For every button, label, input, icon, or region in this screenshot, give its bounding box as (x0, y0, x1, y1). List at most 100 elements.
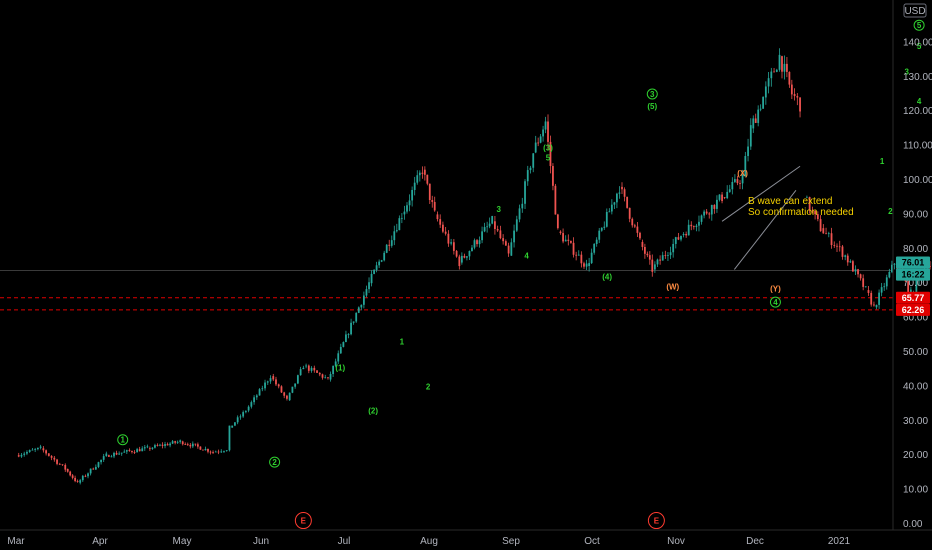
candle-body (288, 392, 291, 401)
candle-body (416, 175, 419, 183)
candle-body (728, 189, 731, 192)
wave-label: (4) (602, 272, 612, 281)
candle-body (554, 185, 557, 215)
wave-label: 4 (917, 97, 922, 106)
candle-body (603, 226, 606, 228)
candle-body (674, 237, 677, 244)
candle-body (539, 136, 542, 143)
candle-body (816, 214, 819, 220)
wave-label-circle (769, 296, 781, 308)
x-tick-label: Oct (584, 536, 600, 547)
candle-body (827, 233, 830, 235)
candle-body (883, 286, 886, 288)
candle-body (378, 261, 381, 266)
candle-body (307, 365, 310, 371)
candle-body (20, 454, 23, 457)
wave-label-circle (646, 88, 658, 100)
candle-body (643, 246, 646, 254)
candle-body (852, 261, 854, 272)
candle-body (220, 451, 223, 453)
candle-body (733, 179, 736, 182)
candle-body (870, 292, 873, 305)
candle-body (799, 97, 801, 112)
candle-body (770, 71, 773, 79)
candle-body (47, 453, 50, 456)
candle-body (36, 447, 39, 450)
candle-body (431, 200, 434, 202)
candle-body (53, 457, 56, 460)
x-tick-label: Dec (746, 536, 764, 547)
candle-body (721, 194, 723, 202)
candle-body (426, 174, 429, 184)
candle-body (286, 395, 288, 399)
candle-body (393, 231, 396, 241)
candle-body (128, 450, 131, 452)
candle-body (736, 179, 739, 184)
candle-body (258, 389, 261, 396)
candle-body (305, 365, 307, 367)
candle-body (460, 255, 463, 263)
candle-body (667, 255, 669, 256)
candle-body (196, 444, 199, 447)
candle-body (204, 448, 207, 451)
candle-body (605, 211, 608, 227)
candle-body (362, 295, 365, 305)
candle-body (316, 370, 318, 373)
candle-body (161, 444, 164, 446)
candle-body (891, 264, 893, 272)
candle-body (552, 166, 554, 186)
time-axis[interactable]: Mar Apr May Jun Jul Aug Sep Oct Nov Dec 2021 (7, 536, 850, 547)
candle-body (217, 451, 220, 453)
candle-body (499, 230, 502, 239)
candle-body (107, 455, 110, 457)
candle-body (893, 263, 896, 265)
candle-body (191, 443, 194, 447)
candle-body (463, 255, 466, 258)
candle-body (762, 96, 765, 109)
x-tick-label: Aug (420, 536, 438, 547)
candle-body (710, 204, 713, 215)
currency-label: USD (904, 6, 925, 17)
price-badge (896, 291, 930, 304)
candle-body (825, 233, 827, 235)
candle-body (69, 471, 72, 476)
candle-body (544, 121, 547, 130)
price-axis[interactable]: 140.00 130.00 120.00 110.00 100.00 90.00 80.00… (903, 37, 932, 530)
candle-body (793, 94, 796, 97)
candle-body (236, 417, 239, 423)
candle-body (64, 464, 67, 470)
candlestick-series (17, 48, 932, 485)
candle-body (915, 280, 918, 293)
candle-body (786, 63, 788, 72)
candle-body (672, 243, 675, 253)
currency-badge[interactable]: USD (903, 3, 927, 18)
candle-body (764, 86, 767, 98)
candle-body (269, 378, 272, 382)
candle-body (595, 239, 598, 244)
candle-body (656, 259, 659, 265)
candle-body (406, 205, 408, 212)
candle-body (171, 441, 174, 444)
candle-body (471, 247, 473, 252)
x-tick-label: Mar (7, 536, 25, 547)
y-tick-label: 0.00 (903, 519, 923, 530)
candle-body (194, 443, 197, 445)
wedge-upper-line (721, 165, 801, 222)
candle-body (481, 231, 483, 241)
candle-body (857, 269, 859, 275)
candle-body (814, 210, 817, 215)
candle-body (413, 182, 416, 190)
candle-body (296, 375, 299, 384)
y-tick-label: 80.00 (903, 244, 928, 255)
candle-body (275, 379, 277, 385)
candle-body (313, 367, 316, 371)
candle-body (164, 444, 166, 446)
candle-body (690, 224, 693, 227)
candle-body (572, 242, 575, 255)
candle-body (846, 255, 849, 263)
candle-body (726, 191, 729, 199)
y-tick-label: 50.00 (903, 347, 928, 358)
candle-body (355, 312, 358, 322)
candle-body (618, 192, 621, 194)
